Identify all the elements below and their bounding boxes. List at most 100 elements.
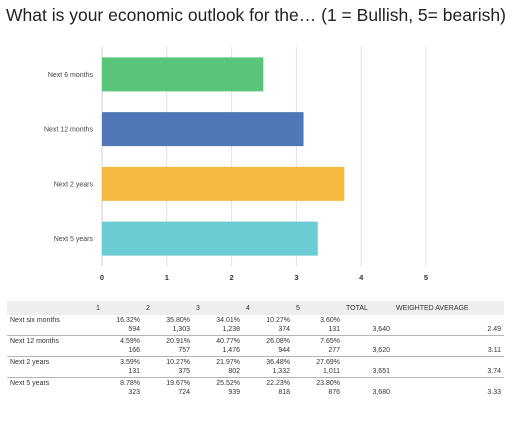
count-value: 131 <box>128 368 140 375</box>
percent-value: 35.80% <box>166 317 190 324</box>
percent-value: 4.59% <box>120 338 140 345</box>
percent-value: 26.08% <box>266 338 290 345</box>
count-value: 277 <box>328 347 340 354</box>
count-value: 594 <box>128 326 140 333</box>
percent-value: 19.67% <box>166 380 190 387</box>
response-cell: 7.65% 277 <box>293 335 343 357</box>
table-row: Next six months 16.32% 594 35.80% 1,303 34.01… <box>7 315 504 336</box>
category-label: Next 6 months <box>48 72 94 79</box>
table-row: Next 5 years 8.78% 323 19.67% 724 25.52% 939 22… <box>7 377 504 398</box>
percent-value: 8.78% <box>120 380 140 387</box>
response-cell: 25.52% 939 <box>193 377 243 398</box>
bar <box>102 166 345 201</box>
response-cell: 22.23% 818 <box>243 377 293 398</box>
count-value: 944 <box>278 347 290 354</box>
response-cell: 4.59% 166 <box>93 335 143 357</box>
response-cell: 3.60% 131 <box>293 315 343 336</box>
response-cell: 10.27% 374 <box>243 315 293 336</box>
percent-value: 10.27% <box>266 317 290 324</box>
count-value: 374 <box>278 326 290 333</box>
percent-value: 21.97% <box>216 359 240 366</box>
total-cell: 3,651 <box>343 356 393 378</box>
row-label: Next 5 years <box>7 377 93 398</box>
category-label: Next 5 years <box>54 236 94 243</box>
percent-value: 40.77% <box>216 338 240 345</box>
count-value: 876 <box>328 389 340 396</box>
weighted-average-cell: 3.74 <box>393 356 504 378</box>
column-header: 1 <box>93 301 143 315</box>
row-label: Next six months <box>10 317 60 324</box>
weighted-average-cell: 3.33 <box>393 377 504 398</box>
chart-title: What is your economic outlook for the… (… <box>6 5 506 25</box>
total-cell: 3,680 <box>343 377 393 398</box>
count-value: 724 <box>178 389 190 396</box>
row-label: Next 12 months <box>7 335 93 357</box>
percent-value: 16.32% <box>116 317 140 324</box>
response-cell: 26.08% 944 <box>243 335 293 357</box>
weighted-average-cell: 2.49 <box>487 326 501 333</box>
percent-value: 36.48% <box>266 359 290 366</box>
count-value: 131 <box>328 326 340 333</box>
column-header <box>7 301 93 315</box>
response-cell: 10.27% 375 <box>143 356 193 378</box>
x-tick-label: 3 <box>294 273 298 282</box>
total-cell: 3,620 <box>343 335 393 357</box>
count-value: 939 <box>228 389 240 396</box>
column-header: 2 <box>143 301 193 315</box>
count-value: 323 <box>128 389 140 396</box>
bar <box>102 112 304 147</box>
results-table: 1 2 3 4 5 TOTAL WEIGHTED AVERAGE Next six mont… <box>7 301 504 398</box>
column-header: TOTAL <box>343 301 393 315</box>
count-value: 1,238 <box>222 326 240 333</box>
column-header: 4 <box>243 301 293 315</box>
count-value: 1,011 <box>323 368 340 375</box>
count-value: 818 <box>278 389 290 396</box>
percent-value: 23.80% <box>316 380 340 387</box>
percent-value: 25.52% <box>216 380 240 387</box>
count-value: 1,303 <box>172 326 190 333</box>
table-row: Next 2 years 3.59% 131 10.27% 375 21.97% 802 36… <box>7 356 504 378</box>
percent-value: 3.59% <box>120 359 140 366</box>
response-cell: 23.80% 876 <box>293 377 343 398</box>
response-cell: 35.80% 1,303 <box>143 315 193 336</box>
response-cell: 8.78% 323 <box>93 377 143 398</box>
response-cell: 20.91% 757 <box>143 335 193 357</box>
percent-value: 27.69% <box>316 359 340 366</box>
response-cell: 16.32% 594 <box>93 315 143 336</box>
percent-value: 7.65% <box>320 338 340 345</box>
category-label: Next 2 years <box>54 181 94 188</box>
count-value: 1,476 <box>222 347 240 354</box>
column-header: 3 <box>193 301 243 315</box>
table-row: Next 12 months 4.59% 166 20.91% 757 40.77% 1,4… <box>7 335 504 357</box>
x-tick-label: 1 <box>165 273 169 282</box>
x-tick-label: 4 <box>359 273 364 282</box>
count-value: 757 <box>178 347 190 354</box>
percent-value: 34.01% <box>216 317 240 324</box>
column-header: 5 <box>293 301 343 315</box>
bar <box>102 221 318 256</box>
x-tick-label: 0 <box>100 273 104 282</box>
count-value: 375 <box>178 368 190 375</box>
bar-chart: 0 1 2 3 4 5 Next 6 months Next 12 months Next 2 … <box>44 47 428 282</box>
response-cell: 21.97% 802 <box>193 356 243 378</box>
percent-value: 22.23% <box>266 380 290 387</box>
table-header-row: 1 2 3 4 5 TOTAL WEIGHTED AVERAGE <box>7 301 504 315</box>
count-value: 166 <box>128 347 140 354</box>
response-cell: 19.67% 724 <box>143 377 193 398</box>
response-cell: 34.01% 1,238 <box>193 315 243 336</box>
total-cell: 3,640 <box>372 326 390 333</box>
response-cell: 27.69% 1,011 <box>293 356 343 378</box>
x-tick-label: 5 <box>424 273 428 282</box>
bar <box>102 57 264 92</box>
row-label: Next 2 years <box>7 356 93 378</box>
x-tick-label: 2 <box>230 273 234 282</box>
percent-value: 10.27% <box>166 359 190 366</box>
count-value: 802 <box>228 368 240 375</box>
percent-value: 20.91% <box>166 338 190 345</box>
weighted-average-cell: 3.11 <box>393 335 504 357</box>
response-cell: 40.77% 1,476 <box>193 335 243 357</box>
count-value: 1,332 <box>272 368 290 375</box>
column-header: WEIGHTED AVERAGE <box>393 301 504 315</box>
response-cell: 3.59% 131 <box>93 356 143 378</box>
category-label: Next 12 months <box>44 127 94 134</box>
